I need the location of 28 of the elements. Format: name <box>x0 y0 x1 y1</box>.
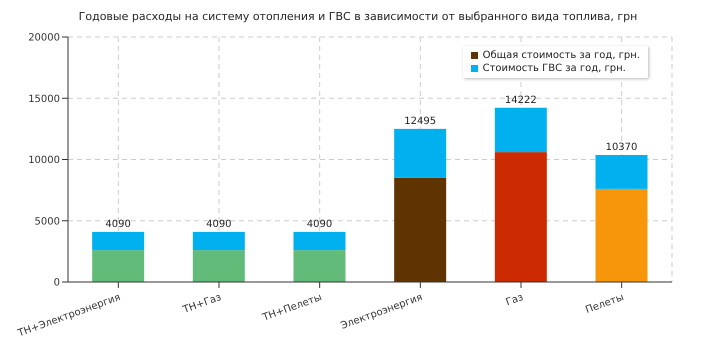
y-tick-label: 5000 <box>34 216 60 228</box>
total-label: 10370 <box>606 142 638 153</box>
x-tick-label: ТН+Газ <box>180 292 223 316</box>
bar <box>293 250 346 282</box>
y-tick-label: 0 <box>54 278 60 289</box>
bar <box>595 154 648 189</box>
total-label: 4090 <box>306 218 332 230</box>
chart-title: Годовые расходы на систему отопления и ГВС в зависимости от выбранного вида топлива, грн <box>78 10 638 23</box>
x-tick-label: Газ <box>504 292 525 308</box>
bar <box>394 178 446 282</box>
bar <box>293 232 346 250</box>
bar <box>192 250 245 282</box>
total-label: 14222 <box>504 94 537 106</box>
y-tick-label: 10000 <box>28 155 60 166</box>
bar <box>595 188 648 282</box>
total-label: 4090 <box>206 218 232 230</box>
bar <box>192 232 245 250</box>
total-label: 4090 <box>105 218 131 230</box>
legend-label: Стоимость ГВС за год, грн. <box>482 63 626 74</box>
y-tick-label: 20000 <box>28 32 60 44</box>
bar <box>394 128 446 178</box>
y-tick-label: 15000 <box>28 94 60 105</box>
legend-label: Общая стоимость за год, грн. <box>482 50 640 61</box>
bar <box>92 250 144 282</box>
total-label: 12495 <box>404 116 436 127</box>
bar <box>92 232 144 250</box>
bar <box>494 152 547 282</box>
bar <box>494 108 547 152</box>
